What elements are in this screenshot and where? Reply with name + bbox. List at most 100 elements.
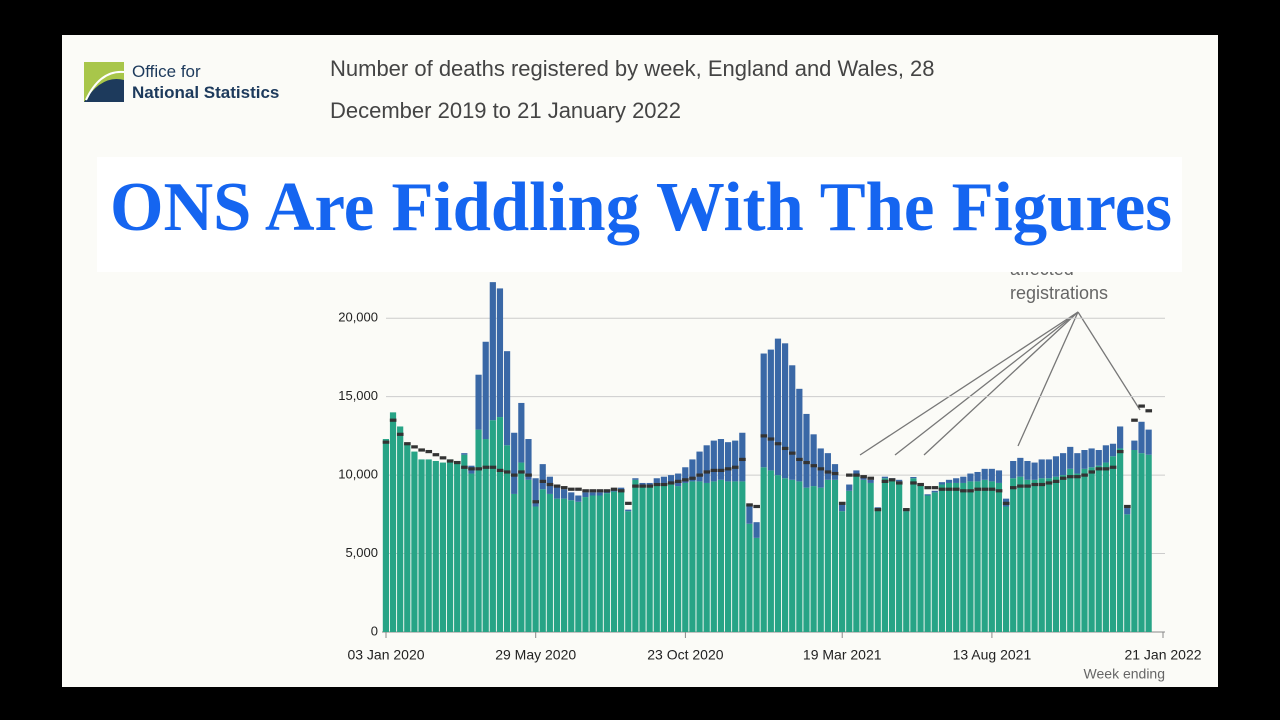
average-dash <box>796 457 803 462</box>
average-dash <box>382 440 390 444</box>
logo-line: Office for <box>132 62 201 81</box>
bar-segment <box>938 482 946 485</box>
bar-segment <box>518 462 525 632</box>
average-dash <box>404 442 411 446</box>
average-dash <box>945 487 953 491</box>
average-dash <box>646 484 654 488</box>
bar-segment <box>454 460 461 632</box>
bar-segment <box>810 434 817 487</box>
bar-segment <box>781 343 789 479</box>
average-dash <box>846 473 853 477</box>
bar-segment <box>1038 478 1045 632</box>
bar-segment <box>981 479 988 632</box>
bar-segment <box>553 498 561 632</box>
bar-segment <box>553 486 561 499</box>
bar-segment <box>653 478 660 483</box>
chart-title: Number of deaths registered by week, Eng… <box>330 56 935 123</box>
bar-segment <box>397 426 404 632</box>
bar-segment <box>746 523 753 632</box>
bar-segment <box>724 442 732 482</box>
bar-segment <box>646 486 653 632</box>
bar-segment <box>446 459 454 632</box>
average-dash <box>696 473 703 477</box>
average-dash <box>625 501 632 505</box>
x-tick-label: 23 Oct 2020 <box>647 647 723 663</box>
bar-segment <box>582 497 589 632</box>
average-dash <box>988 487 996 491</box>
x-tick-label: 21 Jan 2022 <box>1124 647 1201 663</box>
bar-segment <box>475 429 482 632</box>
bar-segment <box>781 478 789 632</box>
bar-segment <box>596 492 603 496</box>
average-dash <box>731 465 739 469</box>
average-dash <box>582 489 589 493</box>
average-dash <box>910 481 917 485</box>
average-dash <box>568 487 575 491</box>
bar-segment <box>953 482 960 632</box>
average-dash <box>1010 486 1017 490</box>
bar-segment <box>981 468 988 480</box>
bar-segment <box>1102 462 1109 632</box>
bar-segment <box>653 482 660 632</box>
average-dash <box>853 473 860 477</box>
bar-segment <box>511 493 518 632</box>
bar-segment <box>988 468 995 482</box>
average-dash <box>511 473 518 477</box>
bar-segment <box>1052 476 1060 632</box>
bar-segment <box>482 439 489 632</box>
bar-segment <box>967 481 974 632</box>
bar-segment <box>1138 453 1145 632</box>
bar-segment <box>960 476 967 483</box>
average-dash <box>682 478 689 482</box>
bar-segment <box>639 484 646 632</box>
bar-segment <box>917 484 924 632</box>
average-dash <box>432 453 440 457</box>
bar-segment <box>1109 443 1117 457</box>
y-tick-label: 0 <box>371 623 378 638</box>
bar-segment <box>667 484 675 632</box>
bar-segment <box>1017 476 1024 632</box>
bar-segment <box>974 481 981 632</box>
bar-segment <box>967 473 974 482</box>
bar-segment <box>1124 508 1131 515</box>
bar-segment <box>496 288 504 418</box>
bar-segment <box>803 487 810 632</box>
bar-segment <box>760 353 767 468</box>
bar-segment <box>938 484 946 632</box>
bar-segment <box>596 495 603 632</box>
bar-segment <box>953 478 960 483</box>
average-dash <box>396 432 404 436</box>
average-dash <box>717 468 725 473</box>
bar-segment <box>896 479 903 482</box>
average-dash <box>960 489 967 493</box>
x-tick-label: 13 Aug 2021 <box>953 647 1032 663</box>
bar-segment <box>732 481 739 632</box>
bar-segment <box>404 443 411 632</box>
bar-segment <box>689 481 696 632</box>
logo-line: National Statistics <box>132 83 280 102</box>
average-dash <box>418 448 425 452</box>
bar-segment <box>839 503 846 512</box>
bar-segment <box>746 504 753 524</box>
bar-segment <box>867 482 874 632</box>
bar-segment <box>625 509 632 512</box>
average-dash <box>461 465 468 469</box>
bar-segment <box>468 473 475 632</box>
average-dash <box>610 487 618 491</box>
bar-segment <box>1067 446 1074 469</box>
bar-segment <box>724 481 732 632</box>
bar-segment <box>625 511 632 632</box>
bar-segment <box>603 493 610 632</box>
average-dash <box>774 442 782 446</box>
arrows <box>859 311 1141 456</box>
average-dash <box>760 434 768 438</box>
average-dash <box>895 481 903 485</box>
bar-segment <box>518 402 525 463</box>
bar-segment <box>475 374 482 430</box>
bar-segment <box>1081 450 1088 469</box>
average-dash <box>389 418 397 422</box>
bar-segment <box>774 338 782 476</box>
bar-segment <box>1109 456 1117 632</box>
